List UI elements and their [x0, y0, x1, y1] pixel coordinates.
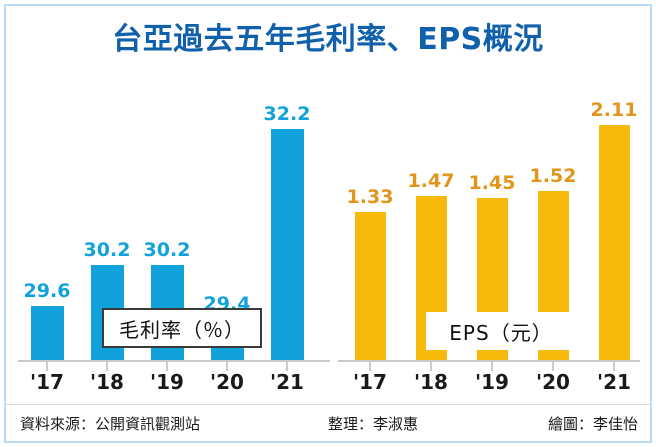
x-axis-tick-label: '19: [150, 370, 184, 394]
x-axis-tick-label: '20: [210, 370, 244, 394]
x-axis-tick: [613, 362, 615, 371]
series-caption-gross-margin: 毛利率（％）: [102, 308, 262, 348]
bar: [270, 129, 304, 360]
bar-value-label: 32.2: [263, 103, 311, 126]
bar: [354, 211, 386, 360]
x-axis-tick: [552, 362, 554, 371]
footer-editor: 整理：李淑惠: [328, 415, 419, 433]
bar-value-label: 2.11: [590, 98, 638, 121]
x-axis-labels-eps: '17 '18 '19 '20 '21: [334, 370, 642, 400]
x-axis-tick: [430, 362, 432, 371]
chart-panel-eps: 1.33 1.47 1.45 1.52 2.11 '17 '18 '19 '20 '21 EPS…: [334, 70, 642, 395]
footer: 資料來源：公開資訊觀測站 整理：李淑惠 繪圖：李佳怡: [6, 410, 650, 440]
x-axis-tick-label: '19: [475, 370, 509, 394]
x-axis-tick-label: '18: [90, 370, 124, 394]
footer-artist: 繪圖：李佳怡: [547, 415, 638, 433]
bar-value-label: 30.2: [83, 238, 131, 261]
series-caption-eps: EPS（元）: [426, 312, 576, 350]
x-axis-labels-gross-margin: '17 '18 '19 '20 '21: [14, 370, 332, 400]
x-axis-tick: [106, 362, 108, 371]
bar: [30, 305, 64, 360]
x-axis-tick: [286, 362, 288, 371]
bar-value-label: 1.33: [346, 185, 394, 208]
x-axis-tick-label: '18: [414, 370, 448, 394]
x-axis-tick: [46, 362, 48, 371]
bar-value-label: 1.52: [529, 164, 577, 187]
bar-value-label: 1.45: [468, 172, 516, 195]
bar: [598, 124, 630, 360]
x-axis-line-right: [338, 360, 640, 362]
x-axis-tick: [369, 362, 371, 371]
x-axis-tick-label: '21: [597, 370, 631, 394]
x-axis-tick-label: '20: [536, 370, 570, 394]
x-axis-tick-label: '17: [353, 370, 387, 394]
x-axis-tick: [166, 362, 168, 371]
footer-source: 資料來源：公開資訊觀測站: [20, 415, 201, 433]
footer-divider: [6, 404, 650, 405]
x-axis-tick-label: '21: [270, 370, 304, 394]
x-axis-tick: [491, 362, 493, 371]
x-axis-line-left: [18, 360, 330, 362]
page-title: 台亞過去五年毛利率、EPS概況: [112, 22, 544, 57]
x-axis-tick-label: '17: [30, 370, 64, 394]
chart-panel-gross-margin: 29.6 30.2 30.2 29.4 32.2 '17'18'19'20'21 毛利率…: [14, 70, 332, 395]
bar-value-label: 29.6: [23, 279, 71, 302]
bar-value-label: 30.2: [143, 238, 191, 261]
x-axis-tick: [226, 362, 228, 371]
bar-value-label: 1.47: [407, 170, 455, 193]
